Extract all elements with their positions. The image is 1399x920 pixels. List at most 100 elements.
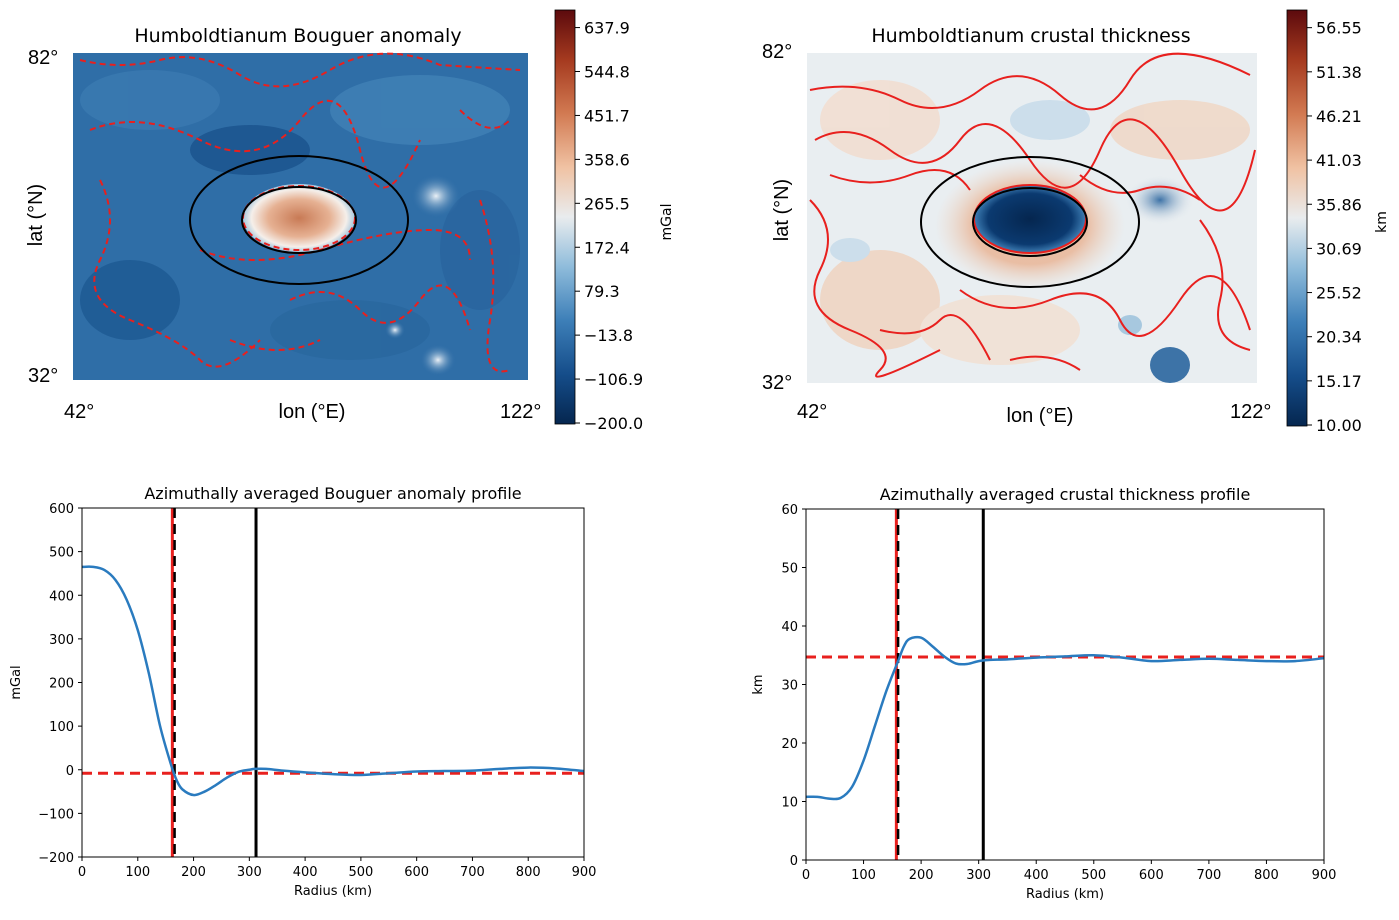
- thickness-map-panel: Humboldtianum crustal thickness: [762, 9, 1390, 435]
- thickness-xtick-right: 122°: [1230, 401, 1271, 423]
- x-tick-label: 400: [1024, 868, 1049, 883]
- colorbar-tick-label: −106.9: [584, 370, 643, 389]
- y-tick-label: 40: [781, 620, 798, 635]
- colorbar-tick-label: 41.03: [1316, 151, 1362, 170]
- x-axis-label: Radius (km): [294, 884, 372, 899]
- bouguer-ytick-top: 82°: [28, 47, 58, 69]
- bouguer-profile-panel: Azimuthally averaged Bouguer anomaly pro…: [9, 484, 596, 899]
- colorbar-tick-label: 451.7: [584, 106, 630, 125]
- y-tick-label: 600: [49, 502, 74, 517]
- plot-frame: [81, 507, 585, 858]
- bouguer-map-texture: [80, 70, 520, 376]
- thickness-profile-panel: Azimuthally averaged crustal thickness p…: [751, 485, 1336, 902]
- y-tick-label: 0: [790, 854, 798, 869]
- x-tick-label: 400: [293, 865, 318, 880]
- y-tick-label: −200: [38, 851, 74, 866]
- colorbar-tick-label: 172.4: [584, 238, 630, 257]
- thickness-anomaly-center: [974, 185, 1086, 253]
- x-tick-label: 100: [125, 865, 150, 880]
- bouguer-colorbar: [554, 9, 576, 425]
- thickness-xtick-left: 42°: [797, 401, 827, 423]
- bouguer-outer-ring: [189, 155, 409, 285]
- x-tick-label: 500: [348, 865, 373, 880]
- x-tick-label: 900: [1312, 868, 1337, 883]
- bouguer-ylabel: lat (°N): [25, 184, 47, 246]
- y-tick-label: 500: [49, 546, 74, 561]
- x-tick-label: 800: [1254, 868, 1279, 883]
- bouguer-xlabel: lon (°E): [279, 401, 346, 423]
- thickness-map-title: Humboldtianum crustal thickness: [871, 25, 1190, 47]
- y-tick-label: 10: [781, 796, 798, 811]
- colorbar-tick-label: 25.52: [1316, 284, 1362, 303]
- bouguer-map-title: Humboldtianum Bouguer anomaly: [134, 25, 461, 47]
- thickness-ylabel: lat (°N): [771, 179, 793, 241]
- colorbar-tick-label: −13.8: [584, 326, 633, 345]
- x-tick-label: 600: [1139, 868, 1164, 883]
- x-tick-label: 0: [78, 865, 86, 880]
- profile-series-line: [805, 635, 1325, 801]
- colorbar-tick-label: 637.9: [584, 19, 630, 38]
- colorbar-tick-label: 544.8: [584, 63, 630, 82]
- y-tick-label: 50: [781, 562, 798, 577]
- x-tick-label: 800: [516, 865, 541, 880]
- thickness-map-contours: [809, 52, 1256, 378]
- colorbar-tick-label: 10.00: [1316, 416, 1362, 435]
- colorbar-tick-label: 15.17: [1316, 372, 1362, 391]
- bouguer-ytick-bottom: 32°: [28, 365, 58, 387]
- x-tick-label: 0: [802, 868, 810, 883]
- thickness-ytick-top: 82°: [762, 41, 792, 63]
- thickness-inner-ring: [972, 187, 1088, 257]
- thickness-map-texture: [820, 80, 1250, 383]
- y-tick-label: 0: [66, 764, 74, 779]
- colorbar-tick-label: 79.3: [584, 282, 620, 301]
- y-tick-label: 200: [49, 677, 74, 692]
- y-axis-label: mGal: [9, 665, 24, 699]
- colorbar-tick-label: 358.6: [584, 150, 630, 169]
- bouguer-map-panel: Humboldtianum Bouguer anomaly 82: [25, 9, 675, 433]
- colorbar-tick-label: 35.86: [1316, 195, 1362, 214]
- y-tick-label: 100: [49, 720, 74, 735]
- colorbar-tick-label: 265.5: [584, 194, 630, 213]
- bouguer-inner-ring: [241, 186, 357, 254]
- colorbar-tick-label: 56.55: [1316, 19, 1362, 38]
- y-tick-label: −100: [38, 807, 74, 822]
- bouguer-map-contours: [79, 52, 521, 373]
- x-tick-label: 200: [909, 868, 934, 883]
- y-tick-label: 20: [781, 737, 798, 752]
- x-tick-label: 700: [460, 865, 485, 880]
- x-tick-label: 900: [572, 865, 597, 880]
- profile-series-line: [81, 565, 585, 797]
- bouguer-xtick-right: 122°: [500, 401, 541, 423]
- y-tick-label: 60: [781, 503, 798, 518]
- x-tick-label: 300: [237, 865, 262, 880]
- x-tick-label: 500: [1081, 868, 1106, 883]
- bouguer-colorbar-ticks: 637.9 544.8 451.7 358.6 265.5 172.4 79.3 −13.8 −…: [575, 19, 643, 433]
- colorbar-tick-label: 20.34: [1316, 328, 1362, 347]
- plot-frame: [805, 508, 1325, 861]
- colorbar-tick-label: 30.69: [1316, 239, 1362, 258]
- y-axis-label: km: [751, 674, 766, 694]
- y-tick-label: 400: [49, 589, 74, 604]
- thickness-outer-ring: [920, 156, 1140, 288]
- colorbar-tick-label: −200.0: [584, 414, 643, 433]
- bouguer-colorbar-label: mGal: [659, 204, 675, 241]
- x-tick-label: 700: [1196, 868, 1221, 883]
- thickness-colorbar-ticks: 56.55 51.38 46.21 41.03 35.86 30.69 25.52 20.34…: [1307, 19, 1362, 435]
- y-tick-label: 30: [781, 679, 798, 694]
- profile-title: Azimuthally averaged crustal thickness p…: [880, 485, 1251, 504]
- thickness-xlabel: lon (°E): [1007, 405, 1074, 427]
- thickness-colorbar-label: km: [1374, 211, 1390, 233]
- x-tick-label: 100: [851, 868, 876, 883]
- x-tick-label: 200: [181, 865, 206, 880]
- thickness-colorbar: [1286, 9, 1308, 427]
- thickness-ytick-bottom: 32°: [762, 372, 792, 394]
- x-tick-label: 600: [404, 865, 429, 880]
- profile-title: Azimuthally averaged Bouguer anomaly pro…: [144, 484, 521, 503]
- bouguer-xtick-left: 42°: [64, 401, 94, 423]
- bouguer-anomaly-center: [243, 184, 355, 252]
- x-tick-label: 300: [966, 868, 991, 883]
- x-axis-label: Radius (km): [1026, 887, 1104, 902]
- colorbar-tick-label: 46.21: [1316, 107, 1362, 126]
- colorbar-tick-label: 51.38: [1316, 63, 1362, 82]
